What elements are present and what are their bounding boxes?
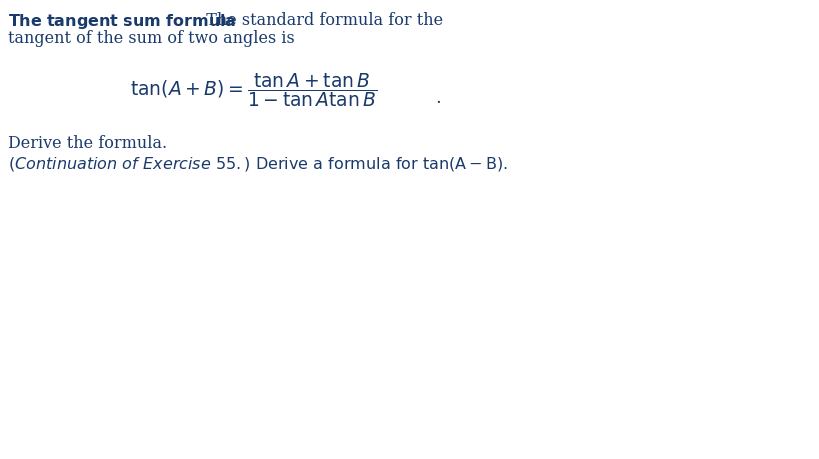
Text: $\mathit{(Continuation\ of\ Exercise\ 55.)}$$\mathrm{\ Derive\ a\ formula\ for\ : $\mathit{(Continuation\ of\ Exercise\ 55… — [8, 155, 508, 173]
Text: Derive the formula.: Derive the formula. — [8, 134, 167, 151]
Text: tangent of the sum of two angles is: tangent of the sum of two angles is — [8, 30, 295, 47]
Text: The standard formula for the: The standard formula for the — [196, 12, 443, 29]
Text: $\tan(A + B) = \dfrac{\tan A + \tan B}{1 - \tan A \tan B}$: $\tan(A + B) = \dfrac{\tan A + \tan B}{1… — [130, 71, 378, 109]
Text: $\mathbf{The\ tangent\ sum\ formula}$: $\mathbf{The\ tangent\ sum\ formula}$ — [8, 12, 237, 31]
Text: .: . — [435, 89, 441, 107]
